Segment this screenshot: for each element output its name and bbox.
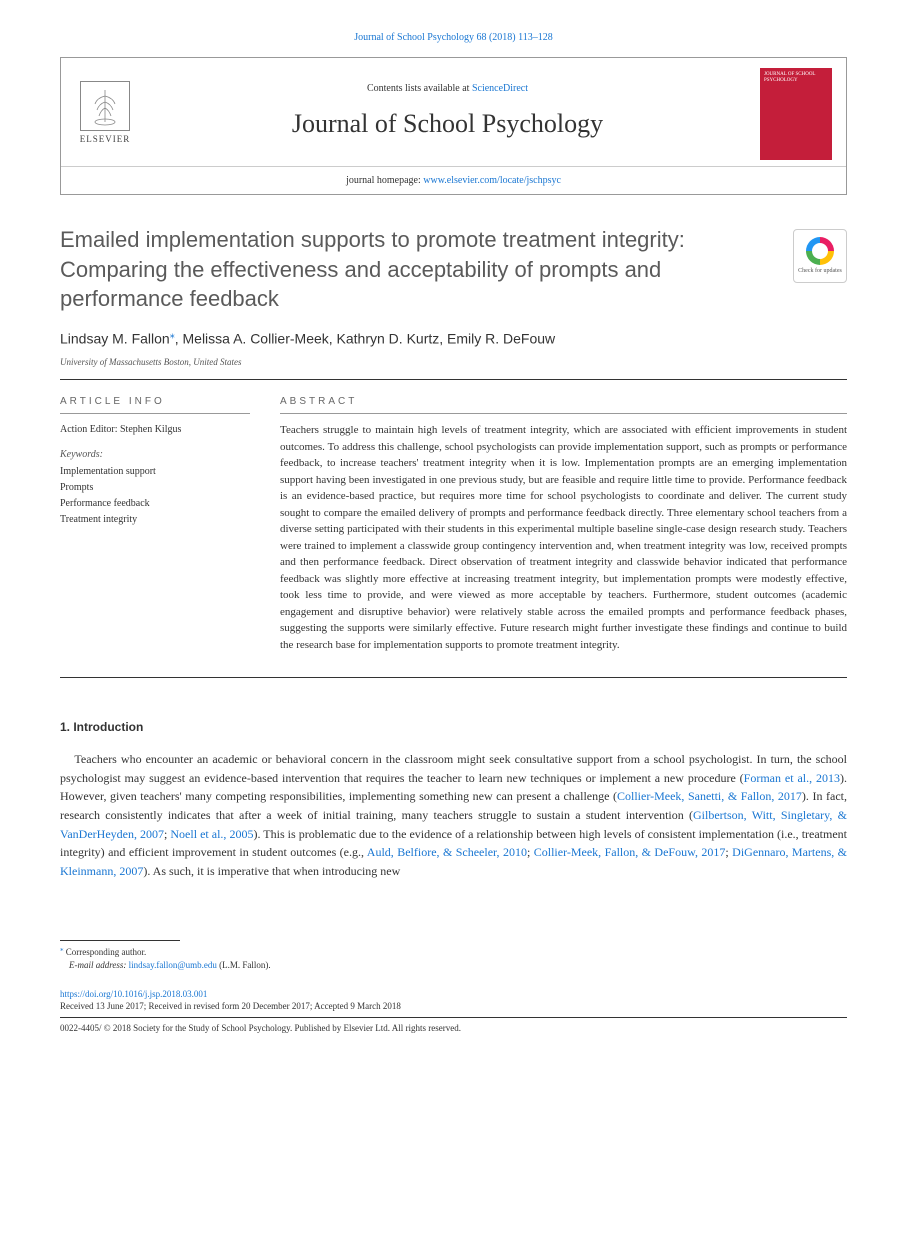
contents-prefix: Contents lists available at [367,83,472,94]
keyword-item: Treatment integrity [60,512,250,528]
body-text-run: Teachers who encounter an academic or be… [60,752,847,785]
email-suffix: (L.M. Fallon). [217,960,271,970]
article-header: Emailed implementation supports to promo… [60,225,847,314]
body-text-run: ; [527,845,534,859]
action-editor-line: Action Editor: Stephen Kilgus [60,422,250,437]
homepage-prefix: journal homepage: [346,175,423,186]
homepage-link[interactable]: www.elsevier.com/locate/jschpsyc [423,175,561,186]
body-text-run: ). As such, it is imperative that when i… [143,864,400,878]
abstract-label: ABSTRACT [280,394,847,414]
footnote-rule [60,940,180,941]
affiliation: University of Massachusetts Boston, Unit… [60,356,847,370]
elsevier-tree-icon [80,81,130,131]
email-label: E-mail address: [69,960,129,970]
divider-rule [60,677,847,678]
authors-rest: , Melissa A. Collier-Meek, Kathryn D. Ku… [175,331,555,347]
article-info-label: ARTICLE INFO [60,394,250,414]
corresponding-label: Corresponding author. [66,947,147,957]
article-info-column: ARTICLE INFO Action Editor: Stephen Kilg… [60,394,250,653]
section-heading-intro: 1. Introduction [60,718,847,736]
footnote-star-icon: ⁎ [60,945,64,953]
journal-reference: Journal of School Psychology 68 (2018) 1… [60,30,847,45]
journal-cover-thumbnail[interactable]: JOURNAL OF SCHOOL PSYCHOLOGY [760,68,832,160]
citation-link[interactable]: Forman et al., 2013 [744,771,840,785]
updates-circle-icon [806,237,834,265]
intro-paragraph: Teachers who encounter an academic or be… [60,750,847,880]
keyword-item: Performance feedback [60,496,250,512]
header-center: Contents lists available at ScienceDirec… [135,81,760,147]
corresponding-author-footnote: ⁎ Corresponding author. [60,945,847,959]
keyword-item: Prompts [60,480,250,496]
copyright-line: 0022-4405/ © 2018 Society for the Study … [60,1022,847,1035]
email-link[interactable]: lindsay.fallon@umb.edu [129,960,217,970]
citation-link[interactable]: Collier-Meek, Fallon, & DeFouw, 2017 [534,845,726,859]
cover-title-text: JOURNAL OF SCHOOL PSYCHOLOGY [764,72,828,83]
citation-link[interactable]: Collier-Meek, Sanetti, & Fallon, 2017 [617,789,802,803]
journal-header-box: ELSEVIER Contents lists available at Sci… [60,57,847,195]
citation-link[interactable]: Noell et al., 2005 [170,827,253,841]
doi-block: https://doi.org/10.1016/j.jsp.2018.03.00… [60,988,847,1035]
email-footnote: E-mail address: lindsay.fallon@umb.edu (… [60,959,847,972]
info-abstract-row: ARTICLE INFO Action Editor: Stephen Kilg… [60,394,847,653]
abstract-column: ABSTRACT Teachers struggle to maintain h… [280,394,847,653]
citation-link[interactable]: Auld, Belfiore, & Scheeler, 2010 [367,845,527,859]
contents-available-line: Contents lists available at ScienceDirec… [145,81,750,96]
keyword-item: Implementation support [60,464,250,480]
divider-rule [60,379,847,380]
abstract-text: Teachers struggle to maintain high level… [280,422,847,653]
updates-label: Check for updates [798,267,842,276]
article-title: Emailed implementation supports to promo… [60,225,740,314]
header-top-row: ELSEVIER Contents lists available at Sci… [61,58,846,166]
keywords-label: Keywords: [60,447,250,462]
sciencedirect-link[interactable]: ScienceDirect [472,83,528,94]
elsevier-logo[interactable]: ELSEVIER [75,79,135,149]
received-line: Received 13 June 2017; Received in revis… [60,1000,847,1013]
author-1: Lindsay M. Fallon [60,331,170,347]
doi-link[interactable]: https://doi.org/10.1016/j.jsp.2018.03.00… [60,989,207,999]
authors-line: Lindsay M. Fallon⁎, Melissa A. Collier-M… [60,328,847,350]
journal-title: Journal of School Psychology [145,104,750,143]
check-updates-badge[interactable]: Check for updates [793,229,847,283]
bottom-rule [60,1017,847,1018]
homepage-line: journal homepage: www.elsevier.com/locat… [61,166,846,194]
elsevier-label: ELSEVIER [80,133,131,147]
